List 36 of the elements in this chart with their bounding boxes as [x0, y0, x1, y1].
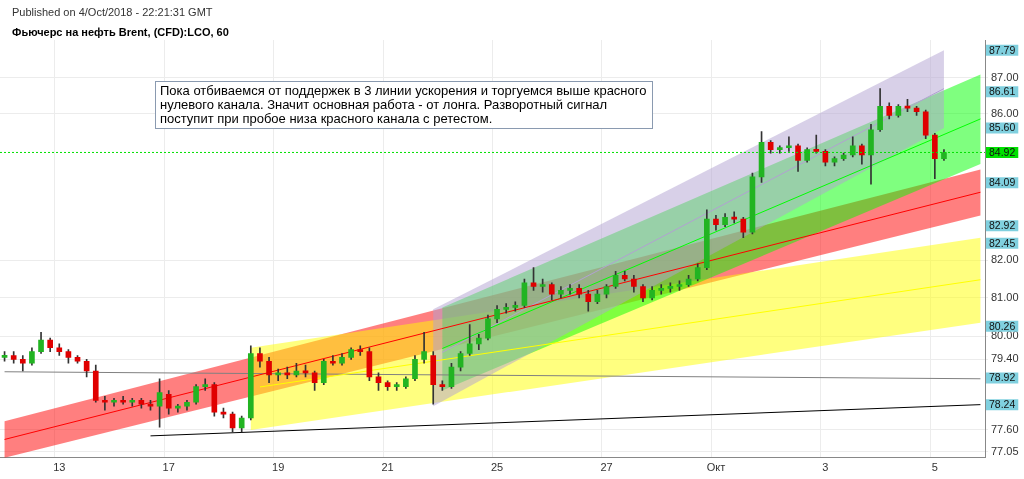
y-tick-label: 87.00: [991, 71, 1019, 84]
annotation: 86.61: [989, 85, 1016, 98]
y-tick-label: 86.00: [991, 106, 1019, 119]
chart-subtitle: Published on 4/Oct/2018 - 22:21:31 GMT: [12, 6, 213, 18]
x-tick-label: Окт: [706, 461, 726, 474]
y-tick-label: 82.00: [991, 253, 1019, 266]
y-tick-label: 77.05: [991, 444, 1019, 457]
y-tick-label: 79.40: [991, 352, 1019, 365]
x-tick-label: 19: [272, 461, 285, 474]
chart-title: Фьючерс на нефть Brent, (CFD):LCO, 60: [12, 26, 229, 38]
candlestick: [813, 134, 820, 154]
x-tick-label: 17: [162, 461, 175, 474]
annotation: 82.45: [989, 236, 1016, 249]
y-tick-label: 77.60: [991, 422, 1019, 435]
x-tick-label: 3: [822, 461, 829, 474]
x-tick-label: 21: [381, 461, 394, 474]
annotation: Пока отбиваемся от поддержек в 3 линии ускорения и торгуемся выше красного нулевого канала. Значит основная работа - от лонга. Разворотный сигнал поступит при пробое низа красного канала с ретестом.: [155, 81, 653, 129]
candlestick: [786, 136, 792, 152]
annotation: 85.60: [989, 121, 1016, 134]
x-tick-label: 27: [600, 461, 613, 474]
y-tick-label: 81.00: [991, 290, 1019, 303]
annotation: 87.79: [989, 43, 1016, 56]
candlestick: [512, 301, 519, 312]
y-tick-label: 80.00: [991, 329, 1019, 342]
candlestick: [102, 396, 108, 411]
ref-line-label: 84.92: [989, 145, 1016, 158]
annotation: 78.24: [989, 398, 1016, 411]
annotation: 80.26: [989, 319, 1016, 332]
candlestick: [357, 345, 364, 356]
annotation: 78.92: [989, 371, 1016, 384]
candlestick: [202, 378, 209, 391]
annotation: 84.09: [989, 176, 1016, 189]
x-tick-label: 5: [931, 461, 938, 474]
x-tick-label: 13: [53, 461, 66, 474]
x-tick-label: 25: [490, 461, 504, 474]
annotation: 82.92: [989, 219, 1016, 232]
